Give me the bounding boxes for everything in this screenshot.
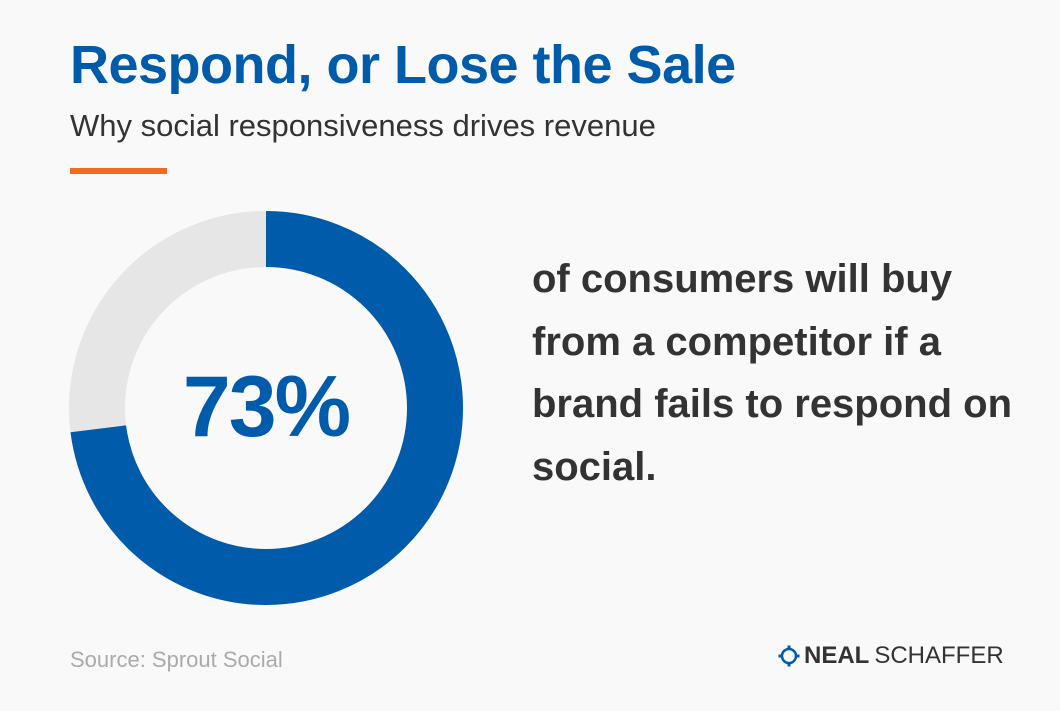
source-citation: Source: Sprout Social [70,647,283,672]
donut-value-arc [69,211,463,605]
page-title: Respond, or Lose the Sale [70,35,736,95]
donut-center-label: 73% [183,359,350,455]
gear-icon [778,645,800,667]
stat-statement: of consumers will buy from a competitor … [532,257,1013,489]
brand-name-light: SCHAFFER [874,642,1004,669]
brand-logo: NEAL SCHAFFER [778,642,1004,670]
page-subtitle: Why social responsiveness drives revenue [70,108,656,143]
donut-chart: 73% [69,211,463,605]
accent-divider [70,168,167,174]
brand-name-bold: NEAL [804,642,870,669]
